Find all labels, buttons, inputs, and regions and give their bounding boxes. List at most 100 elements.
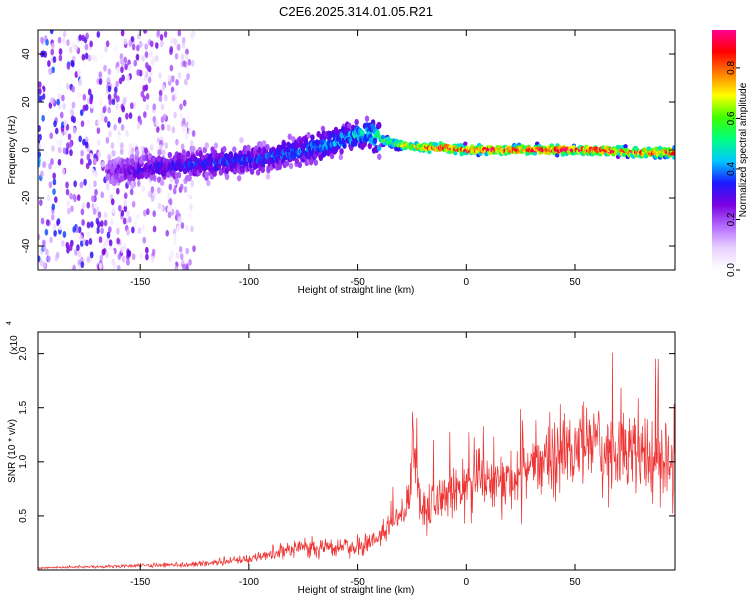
heatmap-cell xyxy=(78,135,82,143)
y-tick-label: 40 xyxy=(21,48,32,60)
heatmap-cell xyxy=(160,40,164,48)
heatmap-cell xyxy=(97,118,102,126)
heatmap-cell xyxy=(189,204,193,211)
heatmap-cell xyxy=(149,50,153,58)
heatmap-cell xyxy=(82,104,87,112)
y-tick-label: 1.5 xyxy=(18,400,29,414)
heatmap-cell xyxy=(123,192,128,200)
heatmap-cell xyxy=(137,227,142,235)
heatmap-cell xyxy=(49,30,54,35)
heatmap-cell xyxy=(75,226,79,234)
heatmap-cell xyxy=(62,147,67,155)
heatmap-cell xyxy=(52,172,56,180)
heatmap-cell xyxy=(123,38,128,45)
heatmap-cell xyxy=(142,85,146,92)
heatmap-cell xyxy=(128,40,133,47)
heatmap-cell xyxy=(65,142,70,150)
heatmap-cell xyxy=(59,185,64,193)
heatmap-cell xyxy=(297,161,303,169)
heatmap-cell xyxy=(110,198,115,206)
heatmap-cell xyxy=(313,159,319,166)
heatmap-cell xyxy=(178,245,183,253)
heatmap-cell xyxy=(182,60,186,68)
heatmap-cell xyxy=(100,227,104,235)
heatmap-cell xyxy=(91,54,95,62)
heatmap-cell xyxy=(179,103,183,111)
heatmap-cell xyxy=(646,146,652,151)
heatmap-cell xyxy=(133,220,138,228)
heatmap-cell xyxy=(224,173,230,181)
heatmap-cell xyxy=(463,141,468,146)
heatmap-cell xyxy=(131,43,136,51)
heatmap-cell xyxy=(65,83,70,90)
heatmap-cell xyxy=(144,43,149,51)
heatmap-cell xyxy=(51,42,55,50)
heatmap-cell xyxy=(179,183,184,191)
heatmap-cell xyxy=(89,152,93,160)
heatmap-cell xyxy=(122,243,127,250)
heatmap-cell xyxy=(158,89,163,97)
heatmap-cell xyxy=(135,149,140,156)
heatmap-cell xyxy=(94,169,98,177)
heatmap-cell xyxy=(38,125,41,132)
heatmap-cell xyxy=(52,223,57,231)
heatmap-cell xyxy=(73,195,77,203)
heatmap-cell xyxy=(38,142,41,150)
heatmap-cell xyxy=(113,92,118,100)
heatmap-cell xyxy=(151,56,156,63)
heatmap-cell xyxy=(65,241,70,249)
heatmap-cell xyxy=(189,32,194,40)
heatmap-cell xyxy=(136,173,141,180)
heatmap-cell xyxy=(58,223,62,231)
heatmap-cell xyxy=(287,133,292,140)
heatmap-cell xyxy=(190,59,195,67)
heatmap-cell xyxy=(69,149,73,157)
heatmap-cell xyxy=(76,244,80,252)
heatmap-cell xyxy=(453,150,458,156)
heatmap-cell xyxy=(107,68,112,76)
heatmap-cell xyxy=(38,95,43,103)
heatmap-cell xyxy=(142,95,147,103)
heatmap-cell xyxy=(83,61,88,69)
heatmap-cell xyxy=(120,30,125,37)
y-tick-label: -40 xyxy=(21,238,32,253)
heatmap-cell xyxy=(169,64,174,72)
heatmap-cell xyxy=(48,181,53,189)
heatmap-cell xyxy=(118,204,122,212)
heatmap-cell xyxy=(204,142,209,149)
x-tick-label: 0 xyxy=(464,277,470,288)
heatmap-cell xyxy=(81,34,85,42)
heatmap-cell xyxy=(66,207,71,215)
heatmap-cell xyxy=(120,66,124,74)
heatmap-cell xyxy=(56,219,60,227)
heatmap-cell xyxy=(82,138,86,146)
heatmap-cell xyxy=(166,32,171,40)
heatmap-cell xyxy=(85,239,89,247)
heatmap-cell xyxy=(165,229,170,237)
y-tick-label: 0 xyxy=(21,147,32,153)
heatmap-cell xyxy=(175,252,180,259)
x-tick-label: 0 xyxy=(464,577,470,588)
heatmap-cell xyxy=(163,30,168,38)
heatmap-cell xyxy=(136,213,140,220)
heatmap-cell xyxy=(329,152,335,160)
heatmap-cell xyxy=(96,127,101,134)
heatmap-cell xyxy=(104,116,108,123)
heatmap-cell xyxy=(99,98,103,106)
heatmap-cell xyxy=(114,86,118,94)
heatmap-cell xyxy=(55,251,60,259)
heatmap-cell xyxy=(146,64,151,72)
heatmap-cell xyxy=(103,64,107,72)
heatmap-cell xyxy=(100,160,105,168)
heatmap-cell xyxy=(131,226,135,234)
heatmap-cell xyxy=(183,186,188,193)
heatmap-cell xyxy=(130,146,135,154)
heatmap-cell xyxy=(85,32,89,40)
heatmap-cell xyxy=(74,71,79,78)
heatmap-cell xyxy=(47,107,52,115)
heatmap-cell xyxy=(166,124,171,132)
heatmap-cell xyxy=(50,158,54,165)
heatmap-cell xyxy=(71,101,76,109)
heatmap-cell xyxy=(79,158,84,165)
colorbar-label: Normalized spectral amplitude xyxy=(738,82,749,217)
